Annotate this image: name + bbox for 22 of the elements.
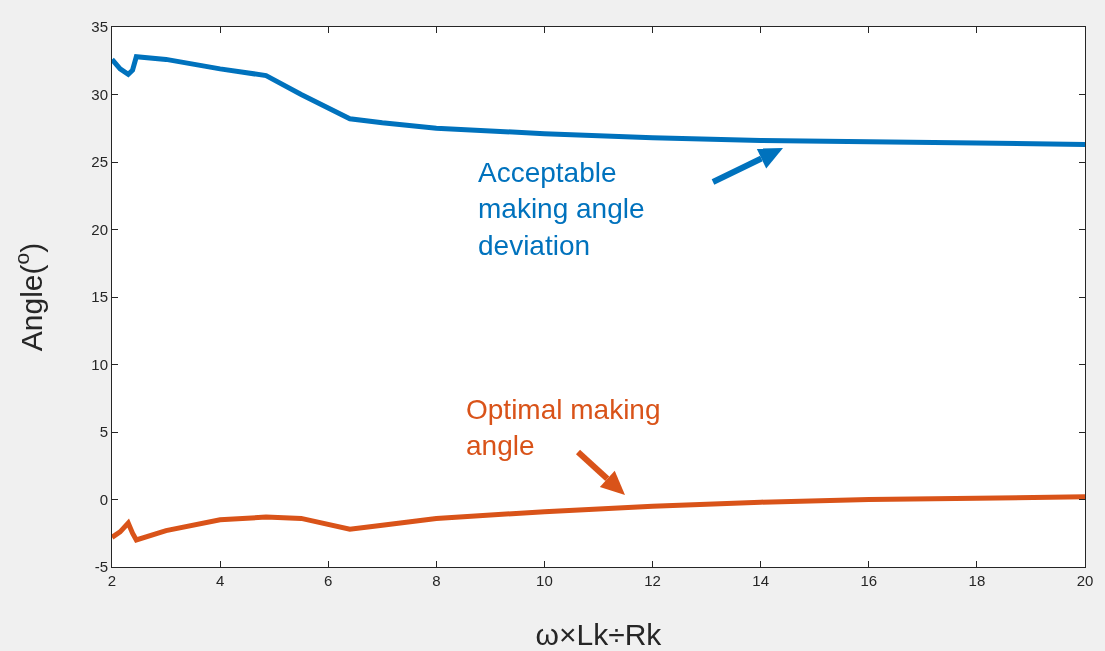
x-tick-label: 4 <box>215 572 225 589</box>
y-tick-label: 35 <box>91 18 108 36</box>
x-tick-label: 16 <box>860 572 878 589</box>
y-tick-label: 0 <box>99 490 108 508</box>
x-tick-label: 2 <box>107 572 117 589</box>
x-tick-label: 6 <box>324 572 333 589</box>
x-tick-label: 12 <box>644 572 661 589</box>
x-tick-label: 14 <box>752 572 770 589</box>
y-tick-label: 20 <box>91 220 108 238</box>
y-tick-label: 5 <box>99 423 108 441</box>
x-tick-label: 10 <box>536 572 553 589</box>
x-tick-label: 8 <box>432 572 441 589</box>
y-tick-label: 30 <box>91 85 108 103</box>
annotation: Acceptable making angle deviation <box>478 157 645 261</box>
annotation: Optimal making angle <box>466 394 661 462</box>
y-tick-label: 10 <box>91 355 108 373</box>
x-tick-label: 20 <box>1076 572 1094 589</box>
y-tick-label: -5 <box>94 558 108 576</box>
x-axis-title: ω×Lk÷Rk <box>535 618 663 651</box>
y-tick-label: 15 <box>91 288 108 306</box>
y-tick-label: 25 <box>91 153 108 171</box>
x-tick-label: 18 <box>968 572 986 589</box>
